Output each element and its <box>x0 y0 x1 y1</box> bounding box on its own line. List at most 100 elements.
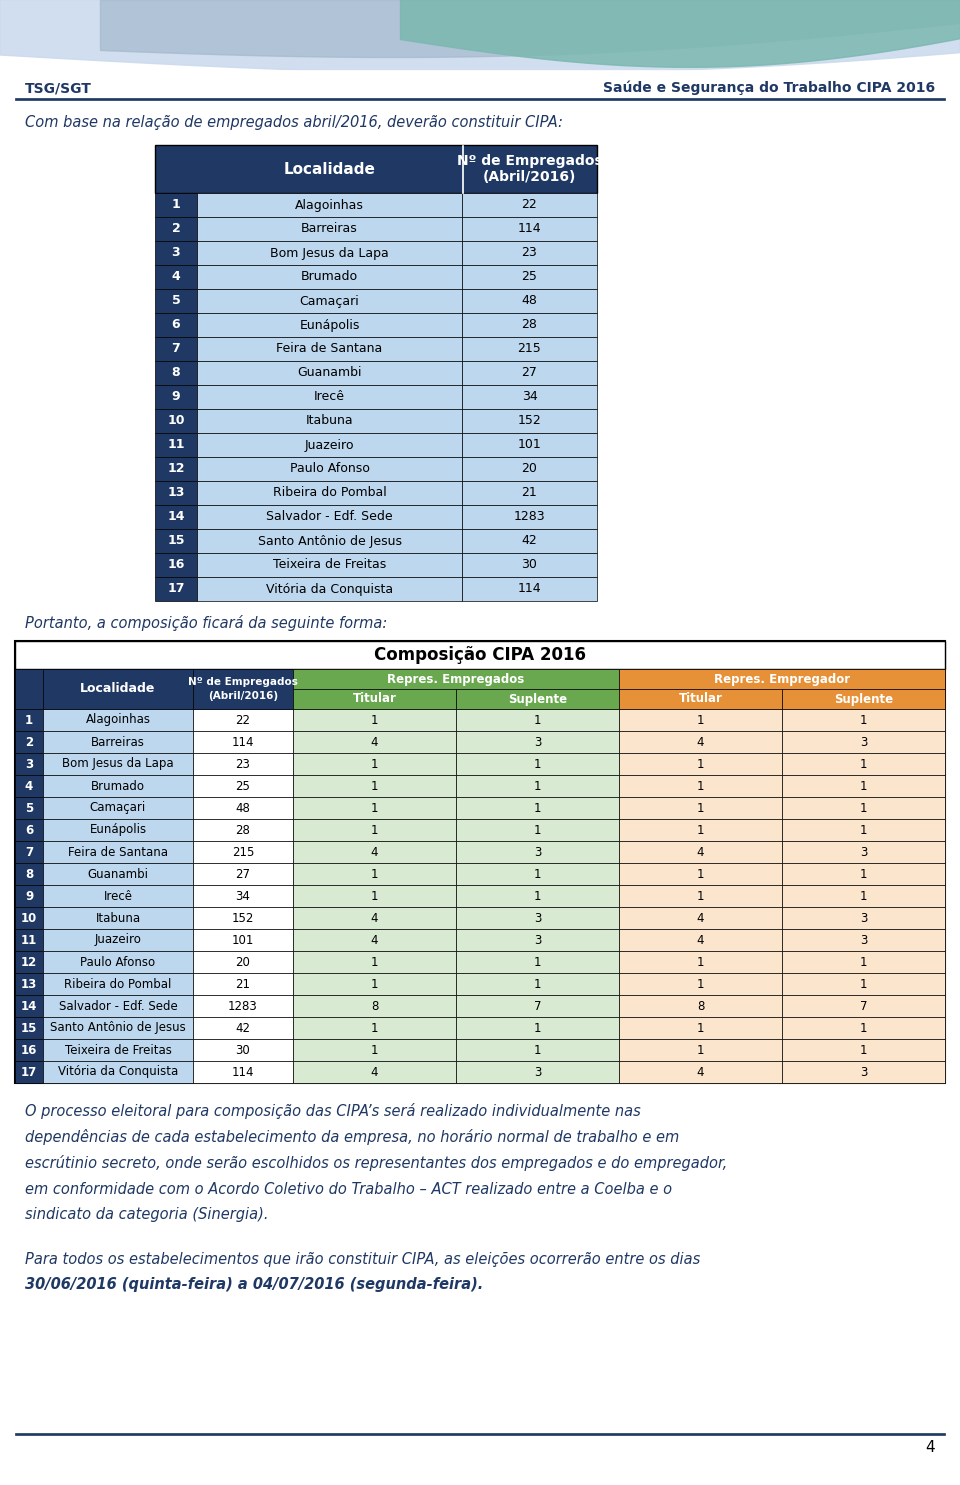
Text: 22: 22 <box>521 199 538 211</box>
Text: Com base na relação de empregados abril/2016, deverão constituir CIPA:: Com base na relação de empregados abril/… <box>25 114 563 131</box>
Bar <box>15 885 43 907</box>
Bar <box>619 930 782 950</box>
Text: 1: 1 <box>697 977 705 990</box>
Bar <box>15 670 43 708</box>
Bar <box>193 1040 293 1060</box>
Text: 4: 4 <box>371 845 378 858</box>
Bar <box>15 1060 43 1083</box>
Bar <box>197 290 462 313</box>
Text: Salvador - Edf. Sede: Salvador - Edf. Sede <box>59 999 178 1013</box>
Text: 3: 3 <box>860 735 867 748</box>
Text: 1: 1 <box>371 780 378 793</box>
Bar <box>462 408 597 434</box>
Text: 1: 1 <box>172 199 180 211</box>
Bar <box>15 1040 43 1060</box>
Bar <box>193 973 293 995</box>
Text: 1: 1 <box>697 1022 705 1035</box>
Bar <box>293 995 456 1017</box>
Text: Santo Antônio de Jesus: Santo Antônio de Jesus <box>257 535 401 548</box>
Text: Bom Jesus da Lapa: Bom Jesus da Lapa <box>62 757 174 771</box>
Text: 23: 23 <box>235 757 251 771</box>
Text: Guanambi: Guanambi <box>298 367 362 380</box>
Text: 1: 1 <box>534 824 541 836</box>
Bar <box>293 907 456 930</box>
Bar <box>293 841 456 863</box>
Bar <box>619 753 782 775</box>
Bar <box>456 708 619 731</box>
Bar <box>782 820 945 841</box>
Text: Juazeiro: Juazeiro <box>304 438 354 451</box>
Text: Vitória da Conquista: Vitória da Conquista <box>266 582 393 595</box>
Text: 4: 4 <box>371 912 378 925</box>
Text: 4: 4 <box>25 780 34 793</box>
Bar <box>782 950 945 973</box>
Bar <box>462 193 597 217</box>
Bar <box>782 885 945 907</box>
Text: Nº de Empregados: Nº de Empregados <box>457 154 602 168</box>
Bar <box>197 481 462 505</box>
Bar <box>456 973 619 995</box>
Text: Feira de Santana: Feira de Santana <box>68 845 168 858</box>
Text: Guanambi: Guanambi <box>87 867 149 881</box>
Bar <box>462 457 597 481</box>
Text: Ribeira do Pombal: Ribeira do Pombal <box>64 977 172 990</box>
Bar <box>193 820 293 841</box>
Text: 6: 6 <box>25 824 34 836</box>
Text: 1: 1 <box>860 824 867 836</box>
Text: Vitória da Conquista: Vitória da Conquista <box>58 1066 179 1078</box>
Bar <box>155 217 197 241</box>
Bar <box>456 689 619 708</box>
Bar <box>43 863 193 885</box>
Text: 1: 1 <box>860 977 867 990</box>
Text: Suplente: Suplente <box>508 692 567 705</box>
Text: 4: 4 <box>697 1066 705 1078</box>
Bar <box>43 1017 193 1039</box>
Bar <box>197 241 462 264</box>
Bar <box>456 731 619 753</box>
Text: 4: 4 <box>371 1066 378 1078</box>
Text: 4: 4 <box>697 934 705 946</box>
Bar <box>293 885 456 907</box>
Bar <box>619 841 782 863</box>
Text: Irecê: Irecê <box>104 890 132 903</box>
Text: 2: 2 <box>25 735 33 748</box>
Bar <box>782 907 945 930</box>
Bar <box>43 797 193 820</box>
Bar <box>15 841 43 863</box>
Text: 1: 1 <box>534 1044 541 1056</box>
Bar <box>155 385 197 408</box>
Bar <box>456 995 619 1017</box>
Bar <box>197 217 462 241</box>
Bar <box>293 775 456 797</box>
Text: Paulo Afonso: Paulo Afonso <box>81 955 156 968</box>
Bar <box>197 264 462 290</box>
Text: 1: 1 <box>860 713 867 726</box>
Bar <box>15 863 43 885</box>
Text: 21: 21 <box>235 977 251 990</box>
Bar <box>456 797 619 820</box>
Bar <box>456 907 619 930</box>
Text: 1: 1 <box>534 867 541 881</box>
Bar <box>293 863 456 885</box>
Bar <box>619 995 782 1017</box>
Text: 1: 1 <box>860 1022 867 1035</box>
Text: Titular: Titular <box>352 692 396 705</box>
Text: 114: 114 <box>517 582 541 595</box>
Text: Barreiras: Barreiras <box>91 735 145 748</box>
Text: Repres. Empregador: Repres. Empregador <box>714 673 850 686</box>
Text: 4: 4 <box>697 912 705 925</box>
Bar <box>456 1060 619 1083</box>
Bar <box>15 907 43 930</box>
Bar <box>155 457 197 481</box>
Bar <box>293 670 619 689</box>
Text: Localidade: Localidade <box>81 683 156 695</box>
Text: 1: 1 <box>534 1022 541 1035</box>
Bar <box>293 689 456 708</box>
Bar <box>43 995 193 1017</box>
Text: 4: 4 <box>371 735 378 748</box>
Bar <box>619 950 782 973</box>
Text: 1: 1 <box>371 1044 378 1056</box>
Text: 15: 15 <box>167 535 184 548</box>
Text: 7: 7 <box>860 999 867 1013</box>
Text: 3: 3 <box>534 735 541 748</box>
